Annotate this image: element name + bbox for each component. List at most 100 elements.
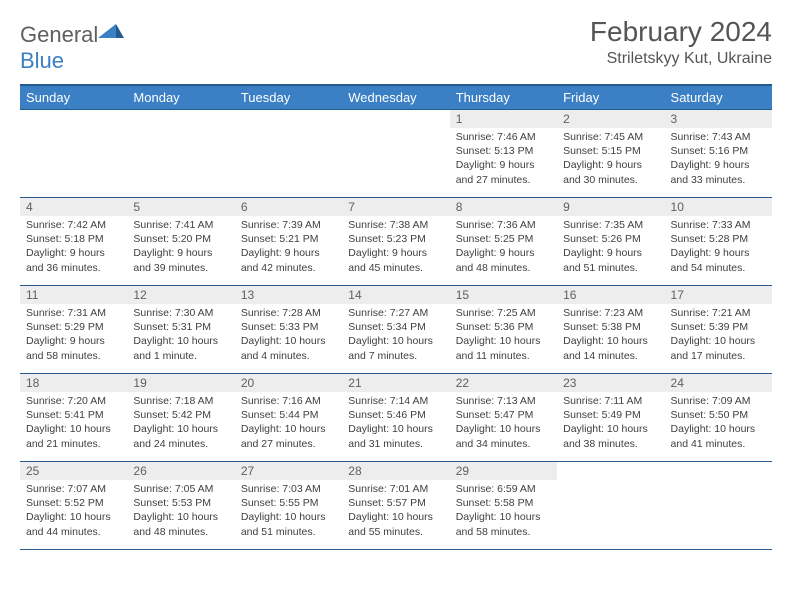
day-details: Sunrise: 7:13 AMSunset: 5:47 PMDaylight:… [450, 392, 557, 455]
day-cell: 2Sunrise: 7:45 AMSunset: 5:15 PMDaylight… [557, 110, 664, 198]
sunrise-text: Sunrise: 7:09 AM [671, 394, 766, 408]
sunset-text: Sunset: 5:26 PM [563, 232, 658, 246]
sunrise-text: Sunrise: 7:30 AM [133, 306, 228, 320]
day-number: 2 [557, 110, 664, 128]
day-cell: 25Sunrise: 7:07 AMSunset: 5:52 PMDayligh… [20, 462, 127, 550]
weekday-header: Wednesday [342, 85, 449, 110]
day-details: Sunrise: 7:42 AMSunset: 5:18 PMDaylight:… [20, 216, 127, 279]
day-number: 22 [450, 374, 557, 392]
daylight-text: Daylight: 9 hours and 48 minutes. [456, 246, 551, 274]
daylight-text: Daylight: 10 hours and 17 minutes. [671, 334, 766, 362]
page: General Blue February 2024 Striletskyy K… [0, 0, 792, 566]
day-number: 3 [665, 110, 772, 128]
day-details: Sunrise: 7:16 AMSunset: 5:44 PMDaylight:… [235, 392, 342, 455]
sunset-text: Sunset: 5:15 PM [563, 144, 658, 158]
day-details [557, 480, 664, 486]
day-number [235, 110, 342, 128]
brand-name-2: Blue [20, 48, 64, 73]
daylight-text: Daylight: 9 hours and 27 minutes. [456, 158, 551, 186]
sunrise-text: Sunrise: 7:46 AM [456, 130, 551, 144]
day-number: 14 [342, 286, 449, 304]
day-number: 16 [557, 286, 664, 304]
day-number: 1 [450, 110, 557, 128]
sunset-text: Sunset: 5:53 PM [133, 496, 228, 510]
day-cell [342, 110, 449, 198]
week-row: 1Sunrise: 7:46 AMSunset: 5:13 PMDaylight… [20, 110, 772, 198]
sunset-text: Sunset: 5:23 PM [348, 232, 443, 246]
weekday-row: Sunday Monday Tuesday Wednesday Thursday… [20, 85, 772, 110]
title-block: February 2024 Striletskyy Kut, Ukraine [590, 16, 772, 68]
day-number: 23 [557, 374, 664, 392]
calendar-table: Sunday Monday Tuesday Wednesday Thursday… [20, 84, 772, 550]
brand-name-1: General [20, 22, 98, 47]
day-number: 17 [665, 286, 772, 304]
sunrise-text: Sunrise: 7:18 AM [133, 394, 228, 408]
weekday-header: Saturday [665, 85, 772, 110]
day-cell: 24Sunrise: 7:09 AMSunset: 5:50 PMDayligh… [665, 374, 772, 462]
day-number: 13 [235, 286, 342, 304]
daylight-text: Daylight: 9 hours and 36 minutes. [26, 246, 121, 274]
weekday-header: Friday [557, 85, 664, 110]
day-details: Sunrise: 7:30 AMSunset: 5:31 PMDaylight:… [127, 304, 234, 367]
triangle-icon [98, 24, 124, 42]
sunset-text: Sunset: 5:31 PM [133, 320, 228, 334]
daylight-text: Daylight: 10 hours and 11 minutes. [456, 334, 551, 362]
day-number [665, 462, 772, 480]
daylight-text: Daylight: 10 hours and 27 minutes. [241, 422, 336, 450]
sunrise-text: Sunrise: 7:41 AM [133, 218, 228, 232]
daylight-text: Daylight: 9 hours and 42 minutes. [241, 246, 336, 274]
sunset-text: Sunset: 5:33 PM [241, 320, 336, 334]
day-cell: 6Sunrise: 7:39 AMSunset: 5:21 PMDaylight… [235, 198, 342, 286]
day-number [20, 110, 127, 128]
sunrise-text: Sunrise: 7:01 AM [348, 482, 443, 496]
sunset-text: Sunset: 5:52 PM [26, 496, 121, 510]
day-number: 19 [127, 374, 234, 392]
day-number: 6 [235, 198, 342, 216]
day-details: Sunrise: 7:09 AMSunset: 5:50 PMDaylight:… [665, 392, 772, 455]
weekday-header: Thursday [450, 85, 557, 110]
day-cell [20, 110, 127, 198]
sunrise-text: Sunrise: 7:36 AM [456, 218, 551, 232]
day-cell: 23Sunrise: 7:11 AMSunset: 5:49 PMDayligh… [557, 374, 664, 462]
day-cell: 9Sunrise: 7:35 AMSunset: 5:26 PMDaylight… [557, 198, 664, 286]
sunset-text: Sunset: 5:36 PM [456, 320, 551, 334]
day-details: Sunrise: 7:31 AMSunset: 5:29 PMDaylight:… [20, 304, 127, 367]
day-details: Sunrise: 7:33 AMSunset: 5:28 PMDaylight:… [665, 216, 772, 279]
day-details: Sunrise: 7:38 AMSunset: 5:23 PMDaylight:… [342, 216, 449, 279]
day-number [557, 462, 664, 480]
day-cell: 17Sunrise: 7:21 AMSunset: 5:39 PMDayligh… [665, 286, 772, 374]
day-cell: 1Sunrise: 7:46 AMSunset: 5:13 PMDaylight… [450, 110, 557, 198]
day-cell [127, 110, 234, 198]
day-cell: 12Sunrise: 7:30 AMSunset: 5:31 PMDayligh… [127, 286, 234, 374]
sunset-text: Sunset: 5:55 PM [241, 496, 336, 510]
day-number: 10 [665, 198, 772, 216]
daylight-text: Daylight: 9 hours and 30 minutes. [563, 158, 658, 186]
day-cell: 4Sunrise: 7:42 AMSunset: 5:18 PMDaylight… [20, 198, 127, 286]
day-cell: 19Sunrise: 7:18 AMSunset: 5:42 PMDayligh… [127, 374, 234, 462]
sunrise-text: Sunrise: 7:07 AM [26, 482, 121, 496]
brand-name: General Blue [20, 22, 124, 74]
sunset-text: Sunset: 5:50 PM [671, 408, 766, 422]
day-details [235, 128, 342, 134]
day-details: Sunrise: 6:59 AMSunset: 5:58 PMDaylight:… [450, 480, 557, 543]
daylight-text: Daylight: 10 hours and 55 minutes. [348, 510, 443, 538]
sunset-text: Sunset: 5:16 PM [671, 144, 766, 158]
sunset-text: Sunset: 5:44 PM [241, 408, 336, 422]
day-number: 25 [20, 462, 127, 480]
sunset-text: Sunset: 5:21 PM [241, 232, 336, 246]
day-cell: 10Sunrise: 7:33 AMSunset: 5:28 PMDayligh… [665, 198, 772, 286]
week-row: 25 Sunrise: 7:07 AMSunset: 5:52 PM Dayligh… [20, 462, 772, 550]
day-details: Sunrise: 7:01 AMSunset: 5:57 PMDaylight:… [342, 480, 449, 543]
day-details: Sunrise: 7:41 AMSunset: 5:20 PMDaylight:… [127, 216, 234, 279]
week-row: 11Sunrise: 7:31 AMSunset: 5:29 PMDayligh… [20, 286, 772, 374]
day-cell: 29Sunrise: 6:59 AMSunset: 5:58 PMDayligh… [450, 462, 557, 550]
day-cell: 14Sunrise: 7:27 AMSunset: 5:34 PMDayligh… [342, 286, 449, 374]
day-cell [665, 462, 772, 550]
sunrise-text: Sunrise: 7:14 AM [348, 394, 443, 408]
daylight-text: Daylight: 10 hours and 41 minutes. [671, 422, 766, 450]
day-details: Sunrise: 7:43 AMSunset: 5:16 PMDaylight:… [665, 128, 772, 191]
sunrise-text: Sunrise: 7:33 AM [671, 218, 766, 232]
day-details: Sunrise: 7:20 AMSunset: 5:41 PMDaylight:… [20, 392, 127, 455]
day-cell: 5Sunrise: 7:41 AMSunset: 5:20 PMDaylight… [127, 198, 234, 286]
day-number: 21 [342, 374, 449, 392]
